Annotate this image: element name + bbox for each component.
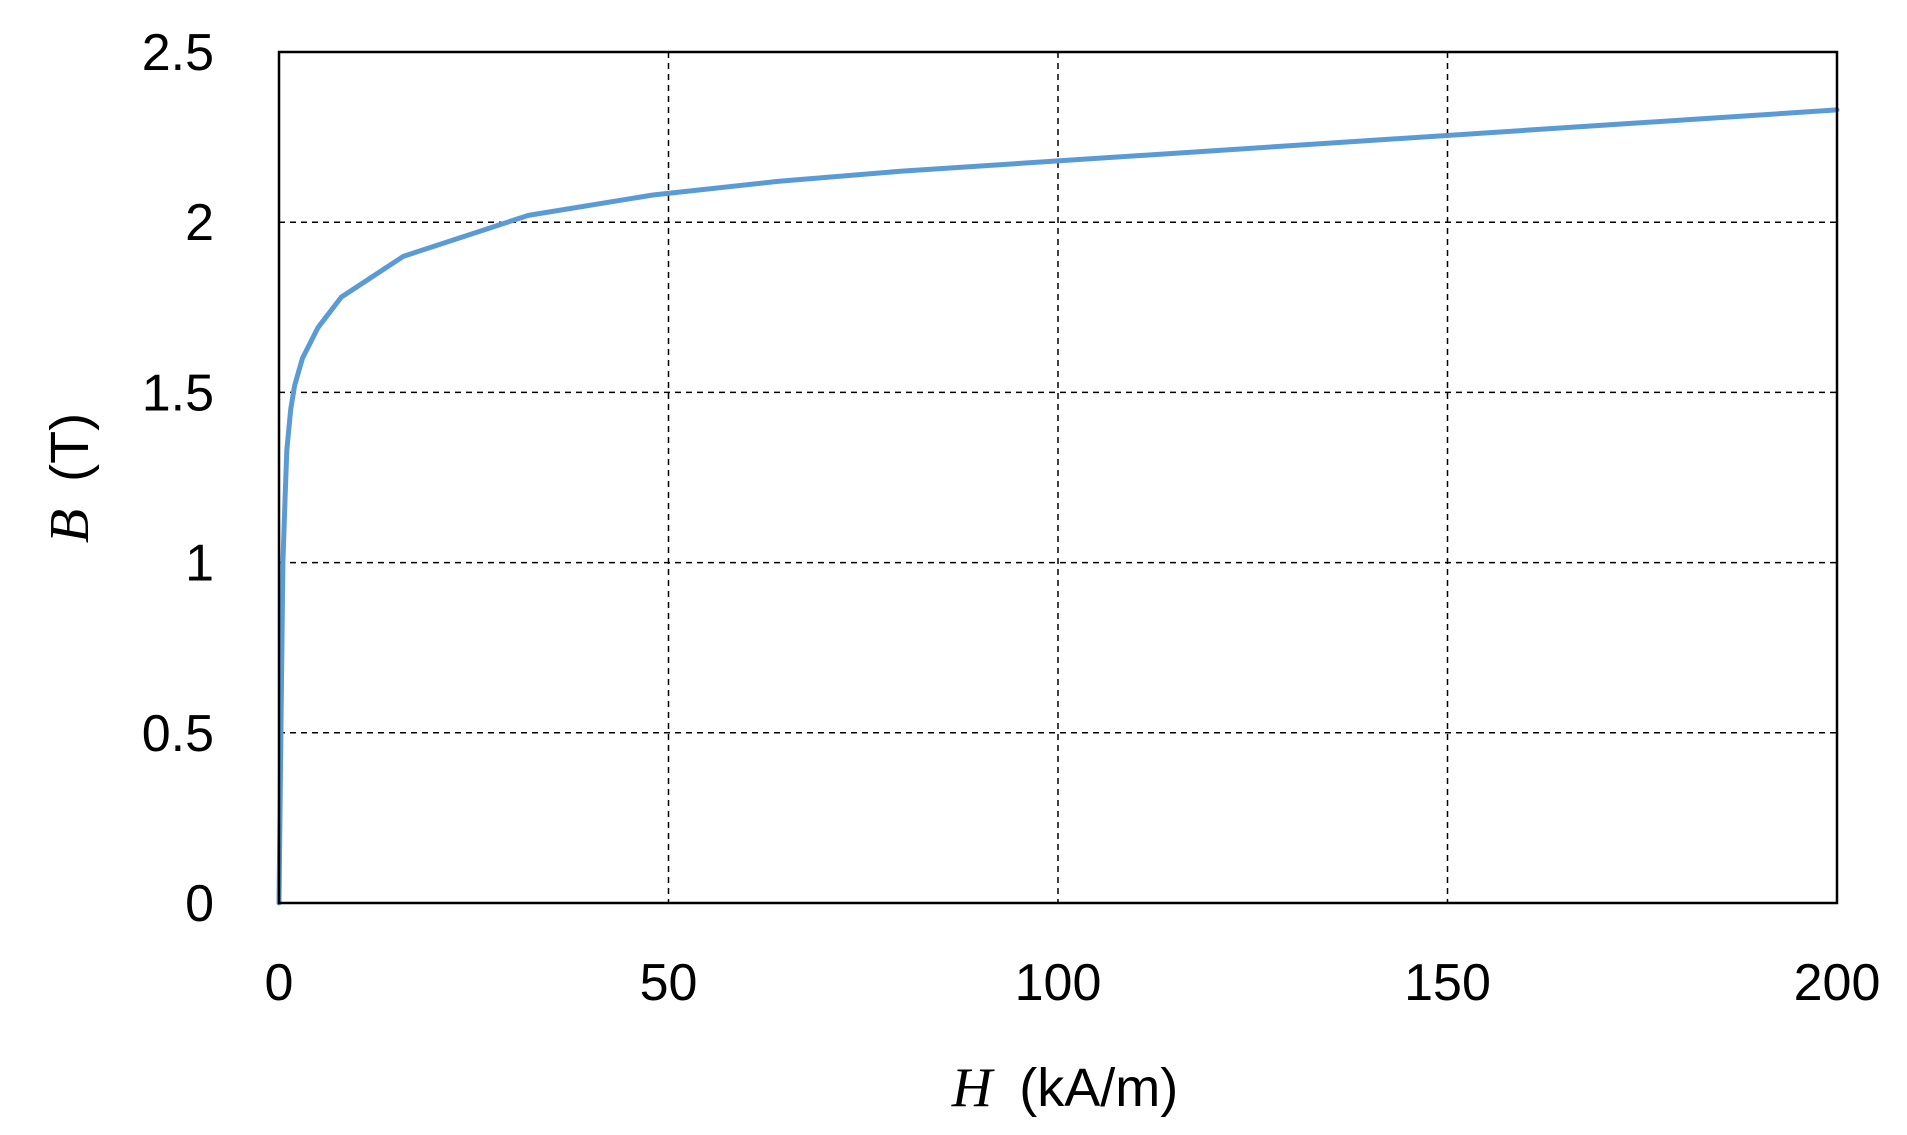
grid-lines [279,52,1837,903]
x-tick-label-2: 100 [1015,954,1102,1012]
x-axis-variable: H [951,1057,995,1119]
y-tick-label-5: 2.5 [142,24,214,82]
x-axis-label: H (kA/m) [951,1057,1178,1119]
y-axis-label: B (T) [39,413,101,543]
y-tick-label-0: 0 [185,875,214,933]
x-axis-unit: (kA/m) [1019,1058,1178,1118]
y-tick-label-2: 1 [185,535,214,593]
x-tick-label-0: 0 [265,954,294,1012]
y-tick-label-4: 2 [185,194,214,252]
x-axis-ticks: 0 50 100 150 200 [265,954,1881,1012]
y-tick-label-1: 0.5 [142,705,214,763]
x-tick-label-1: 50 [640,954,698,1012]
y-tick-label-3: 1.5 [142,364,214,422]
x-tick-label-3: 150 [1404,954,1491,1012]
y-axis-unit: (T) [40,413,100,482]
y-axis-variable: B [39,509,101,543]
series-group [276,107,1840,906]
series-line-0 [276,107,1840,906]
x-tick-label-4: 200 [1794,954,1881,1012]
y-axis-ticks: 0 0.5 1 1.5 2 2.5 [142,24,214,933]
plot-area-frame [277,50,1839,905]
